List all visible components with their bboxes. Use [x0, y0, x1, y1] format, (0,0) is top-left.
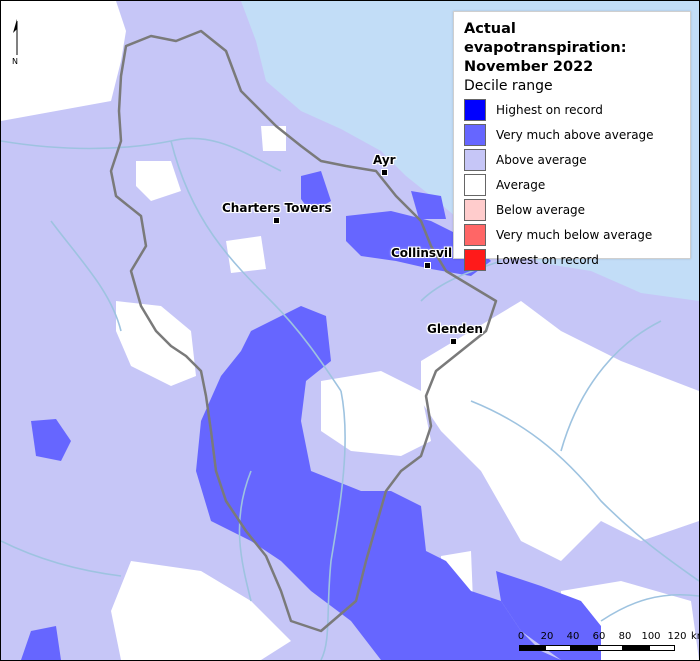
- scale-segment: [545, 645, 571, 651]
- scale-tick-label: 60: [592, 631, 606, 642]
- scale-segment: [649, 645, 675, 651]
- legend-swatch: [464, 98, 486, 121]
- legend-item-highest: Highest on record: [464, 97, 680, 122]
- average-patch-4: [566, 411, 611, 466]
- legend-label: Lowest on record: [496, 252, 599, 267]
- scale-tick-label: 100: [641, 631, 661, 642]
- scale-tick-label: 0: [517, 631, 525, 642]
- legend-swatch: [464, 248, 486, 271]
- legend-items: Highest on record Very much above averag…: [464, 97, 680, 272]
- legend-label: Very much below average: [496, 227, 653, 242]
- region-boundary: [109, 29, 498, 633]
- map-legend: Actual evapotranspiration: November 2022…: [453, 11, 691, 271]
- very-much-above-average-area-collinsville: [346, 211, 491, 276]
- town-marker-glenden: [450, 338, 457, 345]
- legend-label: Very much above average: [496, 127, 654, 142]
- average-patch-1: [136, 161, 181, 201]
- legend-title-line1: Actual evapotranspiration:: [464, 21, 627, 56]
- legend-swatch: [464, 198, 486, 221]
- scale-tick-label: 120: [667, 631, 687, 642]
- legend-label: Highest on record: [496, 102, 603, 117]
- average-area-central: [321, 371, 431, 456]
- legend-label: Above average: [496, 152, 587, 167]
- very-much-above-average-patch-west: [31, 419, 71, 461]
- rivers: [1, 137, 699, 660]
- legend-swatch: [464, 223, 486, 246]
- legend-item-very-much-below: Very much below average: [464, 222, 680, 247]
- average-area-southwest: [111, 561, 291, 660]
- legend-item-below: Below average: [464, 197, 680, 222]
- legend-item-above: Above average: [464, 147, 680, 172]
- very-much-above-average-area-north: [301, 171, 331, 213]
- town-label-charters-towers: Charters Towers: [222, 201, 332, 215]
- north-arrow-label: N: [12, 57, 18, 66]
- very-much-above-average-patch-coast: [411, 191, 446, 219]
- average-area-west: [116, 301, 196, 386]
- average-area-east: [421, 301, 699, 561]
- legend-item-average: Average: [464, 172, 680, 197]
- town-label-collinsville: Collinsvil: [391, 246, 453, 260]
- legend-item-very-much-above: Very much above average: [464, 122, 680, 147]
- town-label-ayr: Ayr: [373, 153, 396, 167]
- legend-item-lowest: Lowest on record: [464, 247, 680, 272]
- legend-swatch: [464, 148, 486, 171]
- average-area-northwest: [1, 1, 126, 121]
- legend-title-line2: November 2022: [464, 59, 594, 75]
- legend-swatch: [464, 123, 486, 146]
- average-patch-3: [261, 126, 286, 151]
- scale-tick-label: 40: [566, 631, 580, 642]
- town-marker-ayr: [381, 169, 388, 176]
- scale-unit-label: km: [691, 631, 699, 642]
- town-marker-charters-towers: [273, 217, 280, 224]
- average-patch-2: [226, 236, 266, 273]
- town-marker-collinsville: [424, 262, 431, 269]
- very-much-above-average-area-south: [196, 306, 561, 660]
- scale-tick-label: 20: [540, 631, 554, 642]
- scale-segment: [623, 645, 649, 651]
- legend-label: Average: [496, 177, 546, 192]
- very-much-above-average-area-southeast: [496, 571, 601, 660]
- legend-label: Below average: [496, 202, 586, 217]
- scale-tick-label: 80: [618, 631, 632, 642]
- legend-swatch: [464, 173, 486, 196]
- town-label-glenden: Glenden: [427, 322, 483, 336]
- legend-subtitle: Decile range: [464, 78, 553, 94]
- scale-segment: [571, 645, 597, 651]
- scale-segment: [519, 645, 545, 651]
- scale-bar: 0 20 40 60 80 100 120 km: [513, 631, 699, 657]
- very-much-above-average-patch-southwest: [21, 626, 61, 660]
- north-arrow-icon: [13, 19, 18, 55]
- scale-segment: [597, 645, 623, 651]
